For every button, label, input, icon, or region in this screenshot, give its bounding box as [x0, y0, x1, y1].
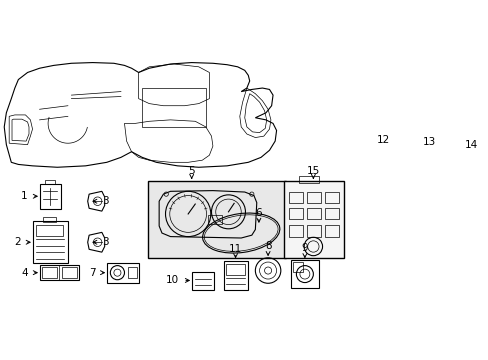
Bar	[306, 192, 321, 203]
Text: 8: 8	[264, 242, 271, 252]
Text: 4: 4	[21, 268, 27, 278]
Text: 2: 2	[14, 237, 20, 247]
Bar	[226, 264, 244, 275]
Text: 3: 3	[102, 196, 108, 206]
Bar	[40, 184, 61, 209]
Text: 1: 1	[21, 191, 27, 201]
Bar	[45, 180, 55, 184]
Text: 11: 11	[228, 244, 242, 253]
Bar	[306, 208, 321, 219]
Text: 14: 14	[464, 140, 477, 150]
Bar	[147, 181, 285, 258]
Bar	[375, 106, 390, 126]
Bar	[324, 192, 338, 203]
Bar	[142, 88, 205, 127]
Text: 6: 6	[255, 208, 262, 217]
Bar	[128, 267, 136, 278]
Bar	[289, 208, 303, 219]
Bar	[289, 225, 303, 237]
Bar	[290, 260, 318, 288]
Bar	[61, 267, 77, 278]
Text: 12: 12	[376, 135, 389, 145]
Text: 5: 5	[188, 166, 195, 176]
Bar	[41, 267, 57, 278]
Bar	[324, 225, 338, 237]
Bar	[306, 225, 321, 237]
Text: 15: 15	[306, 166, 319, 176]
Bar	[460, 97, 482, 110]
Bar	[223, 261, 248, 290]
Bar	[40, 265, 79, 280]
Bar	[421, 107, 435, 116]
Bar	[299, 176, 318, 183]
Bar	[106, 263, 139, 283]
Bar	[292, 262, 303, 272]
Bar	[36, 225, 63, 236]
Bar	[324, 208, 338, 219]
Text: 13: 13	[422, 137, 435, 147]
Bar	[33, 221, 68, 264]
Bar	[377, 109, 388, 116]
Text: 10: 10	[165, 275, 179, 285]
Bar	[456, 94, 486, 130]
Bar	[289, 192, 303, 203]
Bar	[191, 272, 214, 290]
Bar	[283, 181, 343, 258]
Bar	[43, 217, 56, 222]
Bar	[207, 215, 222, 224]
Text: 9: 9	[301, 243, 307, 253]
Text: 3: 3	[102, 237, 108, 247]
Text: 7: 7	[89, 268, 96, 278]
